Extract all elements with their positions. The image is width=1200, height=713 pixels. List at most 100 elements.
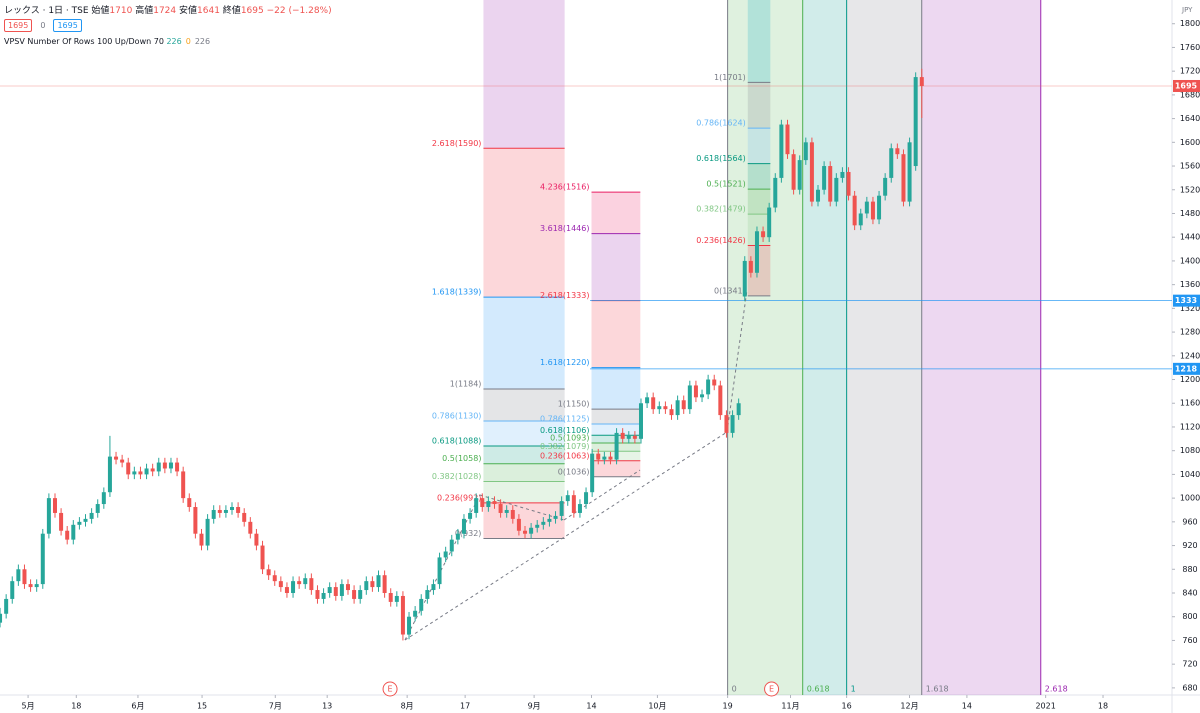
fib-band (747, 214, 771, 246)
fib-label: 1(1184) (450, 380, 482, 389)
candle-body (168, 462, 173, 469)
x-tick-label: 2021 (1035, 702, 1055, 711)
fib-label: 0.5(1058) (442, 454, 481, 463)
time-zone-band (727, 0, 803, 695)
candle-body (0, 613, 3, 623)
fib-label: 1.618(1339) (432, 288, 482, 297)
ohlc-label: 安値 (179, 6, 198, 16)
candle-body (217, 509, 222, 513)
price-label-box (1173, 362, 1200, 375)
fib-label: 0.236(1426) (696, 236, 746, 245)
x-tick-label: 5月 (22, 702, 35, 711)
y-tick-label: 1160 (1180, 399, 1200, 408)
x-tick-label: 13 (322, 702, 332, 711)
candle-body (822, 166, 827, 190)
candle-body (608, 456, 613, 460)
fib-label: 0.236(992) (437, 493, 481, 502)
candle-body (83, 518, 88, 522)
candle-body (303, 578, 308, 585)
candle-body (736, 403, 741, 416)
plot-area: 0 0.618 1 1.618 2.618 0(932) 0.236(992) 0.382(1… (0, 0, 1172, 697)
currency: JPY (1182, 6, 1193, 14)
fib-band (483, 463, 565, 482)
ohlc-value: 1710 (109, 6, 133, 16)
candle-body (59, 512, 64, 531)
candle-body (474, 498, 479, 513)
candle-body (614, 432, 619, 460)
event-label: E (769, 685, 774, 694)
candle-body (895, 148, 900, 155)
fib-band (747, 163, 771, 190)
x-tick-label: 9月 (528, 702, 541, 711)
change: −22 (−1.28%) (266, 6, 332, 16)
x-tick-label: 18 (1098, 702, 1108, 711)
event-marker (382, 681, 398, 697)
ohlc-label: 終値 (222, 6, 241, 16)
fib-band (483, 297, 565, 390)
candle-body (309, 578, 314, 591)
candle-body (345, 584, 350, 591)
fib-label: 0(932) (455, 529, 482, 538)
y-tick-label: 1760 (1180, 43, 1200, 52)
fib-label: 2.618(1590) (432, 139, 482, 148)
y-tick-label: 1120 (1180, 422, 1200, 431)
candle-body (449, 539, 454, 552)
candle-body (468, 512, 473, 519)
candle-body (730, 415, 735, 433)
fib-label: 0.786(1624) (696, 119, 746, 128)
fib-band (591, 300, 641, 368)
candle-body (278, 581, 283, 588)
candle-body (523, 530, 528, 534)
y-tick-label: 1600 (1180, 138, 1200, 147)
candle-body (175, 462, 180, 472)
candle-body (223, 509, 228, 513)
candle-body (120, 459, 125, 463)
candle-body (547, 518, 552, 522)
candle-body (816, 189, 821, 202)
candle-body (883, 177, 888, 196)
candle-body (657, 406, 662, 410)
y-tick-label: 1360 (1180, 280, 1200, 289)
candle-body (437, 557, 442, 585)
y-tick-label: 1560 (1180, 162, 1200, 171)
candle-body (779, 124, 784, 178)
y-tick-label: 1800 (1180, 19, 1200, 28)
x-tick-label: 14 (586, 702, 596, 711)
candle-body (700, 394, 705, 398)
y-tick-label: 880 (1182, 565, 1197, 574)
x-tick-label: 17 (460, 702, 470, 711)
candle-body (889, 148, 894, 178)
candle-body (138, 471, 143, 475)
candle-body (669, 409, 674, 416)
candle-body (687, 385, 692, 410)
y-tick-label: 680 (1182, 683, 1197, 692)
candle-body (107, 456, 112, 493)
candle-body (284, 587, 289, 594)
fib-band (747, 245, 771, 296)
fib-band (591, 409, 641, 424)
fib-band (747, 189, 771, 215)
candle-body (34, 584, 39, 588)
candle-body (431, 584, 436, 591)
candle-body (846, 171, 851, 196)
fib-label: 1(1701) (714, 73, 746, 82)
value-box: 1695 (53, 19, 82, 32)
fib-extension (483, 0, 565, 149)
candle-body (480, 498, 485, 508)
value-box: 0 (40, 21, 46, 30)
time-zone-band (921, 0, 1041, 695)
fib-label: 0(1341) (714, 286, 746, 295)
fib-band (747, 82, 771, 129)
candle-body (858, 213, 863, 226)
time-zone-band (846, 0, 922, 695)
candle-body (559, 501, 564, 516)
indicator-value: 0 (185, 37, 191, 46)
candle-body (394, 595, 399, 602)
price-label: 1333 (1175, 296, 1197, 305)
fib-extension (747, 0, 771, 83)
x-tick-label: 11月 (781, 702, 799, 711)
candle-body (407, 616, 412, 635)
candle-body (864, 201, 869, 214)
y-tick-label: 1520 (1180, 185, 1200, 194)
